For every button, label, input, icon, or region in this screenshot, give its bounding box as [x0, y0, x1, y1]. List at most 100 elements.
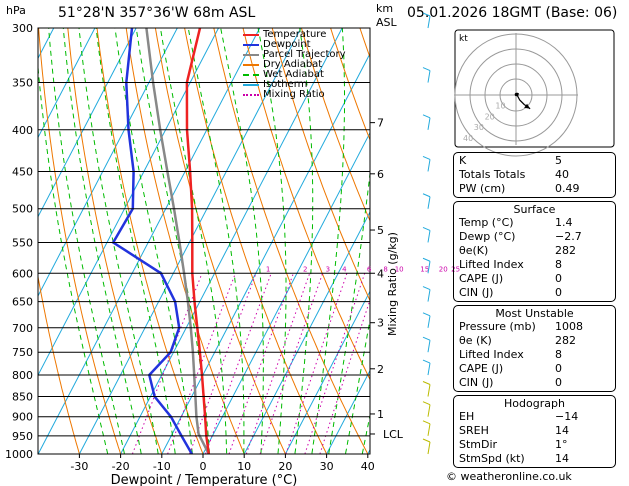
legend-item: Isotherm — [243, 80, 346, 90]
dry-adiabat-line — [125, 28, 245, 454]
wind-barb-staff — [427, 362, 431, 376]
most-unstable-row: θe (K) 282 — [454, 334, 615, 348]
wet-adiabat-line — [311, 28, 345, 454]
wind-barb-staff — [427, 289, 431, 302]
dry-adiabat-line — [38, 273, 80, 454]
legend-swatch — [243, 74, 259, 76]
mixing-ratio-line — [167, 273, 236, 454]
mixing-ratio-label: 25 — [451, 265, 460, 273]
wet-adiabat-line — [48, 28, 125, 454]
index-row: Totals Totals 40 — [454, 168, 615, 182]
hodograph-table-title: Hodograph — [504, 397, 565, 410]
legend-label: Temperature — [263, 29, 327, 40]
index-label: K — [459, 154, 467, 167]
most-unstable-value: 1008 — [555, 320, 583, 333]
isotherm-line — [78, 28, 302, 454]
wet-adiabat-line — [187, 28, 245, 454]
hodograph-table-block: Hodograph EH −14 SREH 14 StmDir 1° StmSpd (kt)… — [453, 395, 616, 468]
wind-barb-staff — [427, 384, 431, 397]
legend-label: Mixing Ratio — [263, 89, 325, 100]
hodograph-ring-label: 40 — [463, 134, 473, 143]
pressure-tick-label: 600 — [12, 267, 33, 280]
mixing-ratio-label: 8 — [383, 265, 387, 273]
hodograph-row: SREH 14 — [454, 424, 615, 438]
weatheronline-logo[interactable]: © weatheronline.co.uk — [446, 470, 572, 483]
pressure-tick-label: 350 — [12, 77, 33, 90]
mixing-ratio-label: 1 — [266, 265, 270, 273]
surface-label: Temp (°C) — [459, 216, 514, 229]
wet-adiabat-line — [135, 28, 211, 454]
most-unstable-row: Pressure (mb) 1008 — [454, 320, 615, 334]
isotherm-line — [161, 52, 370, 454]
most-unstable-title: Most Unstable — [495, 307, 574, 320]
lcl-label: LCL — [383, 428, 404, 441]
temperature-tick-label: 0 — [200, 460, 207, 473]
dry-adiabat-line — [96, 28, 204, 454]
wet-adiabat-line — [220, 28, 264, 454]
wind-barb-flag — [422, 257, 431, 262]
most-unstable-label: θe (K) — [459, 334, 492, 347]
km-tick-label: 4 — [377, 267, 384, 280]
isotherm-line — [284, 290, 370, 454]
pressure-tick-label: 950 — [12, 430, 33, 443]
wet-adiabat-line — [114, 28, 193, 454]
legend-item: Dewpoint — [243, 40, 346, 50]
temperature-tick-label: -10 — [153, 460, 171, 473]
km-axis-label: km — [376, 2, 393, 15]
isotherm-line — [202, 131, 370, 454]
wind-barb-staff — [427, 70, 431, 83]
hodograph-value: 14 — [555, 424, 569, 437]
km-tick-label: 1 — [377, 408, 384, 421]
legend-swatch — [243, 94, 259, 96]
temperature-tick-label: 30 — [320, 460, 334, 473]
isotherm-line — [243, 210, 370, 454]
most-unstable-label: CIN (J) — [459, 376, 494, 389]
hodograph-value: 1° — [555, 438, 568, 451]
legend-item: Mixing Ratio — [243, 90, 346, 100]
surface-row: Dewp (°C) −2.7 — [454, 230, 615, 244]
dry-adiabat-line — [271, 28, 370, 302]
surface-block: Surface Temp (°C) 1.4 Dewp (°C) −2.7 θe(K) 28… — [453, 201, 616, 302]
index-value: 0.49 — [555, 182, 580, 195]
mixing-ratio-line — [285, 273, 348, 454]
isotherm-line — [38, 28, 96, 139]
dry-adiabat-line — [38, 28, 122, 454]
hodograph-value: 14 — [555, 452, 569, 465]
wind-barb-staff — [427, 340, 431, 353]
parcel-trajectory-line — [145, 28, 210, 454]
legend-label: Dry Adiabat — [263, 59, 323, 70]
surface-title: Surface — [513, 203, 556, 216]
wind-barb-flag — [422, 12, 431, 17]
pressure-tick-label: 850 — [12, 390, 33, 403]
wind-barb-staff — [427, 261, 431, 274]
legend-label: Dewpoint — [263, 39, 311, 50]
temperature-tick-label: -30 — [70, 460, 88, 473]
mixing-ratio-label: 6 — [367, 265, 372, 273]
isotherm-line — [326, 369, 370, 454]
index-row: PW (cm) 0.49 — [454, 182, 615, 196]
surface-label: Dewp (°C) — [459, 230, 516, 243]
wind-barb-flag — [422, 420, 431, 425]
wet-adiabat-line — [38, 61, 109, 454]
legend-item: Wet Adiabat — [243, 70, 346, 80]
km-axis-label: ASL — [376, 16, 398, 29]
wet-adiabat-line — [159, 28, 228, 454]
surface-row: Lifted Index 8 — [454, 258, 615, 272]
km-tick-label: 5 — [377, 224, 384, 237]
hodograph-row: StmDir 1° — [454, 438, 615, 452]
wind-barb-flag — [422, 336, 431, 341]
legend-label: Parcel Trajectory — [263, 49, 346, 60]
wind-barb-staff — [427, 159, 431, 172]
temperature-tick-label: -20 — [112, 460, 130, 473]
indices-block: K 5 Totals Totals 40 PW (cm) 0.49 — [453, 152, 616, 198]
mixing-ratio-line — [131, 273, 203, 454]
mixing-ratio-label: 2 — [303, 265, 307, 273]
most-unstable-label: CAPE (J) — [459, 362, 504, 375]
pressure-tick-label: 550 — [12, 236, 33, 249]
surface-value: 8 — [555, 258, 562, 271]
surface-label: CAPE (J) — [459, 272, 504, 285]
indices-panel: K 5 Totals Totals 40 PW (cm) 0.49 Surface Tem… — [453, 152, 616, 471]
mixing-ratio-label: 15 — [420, 265, 429, 273]
